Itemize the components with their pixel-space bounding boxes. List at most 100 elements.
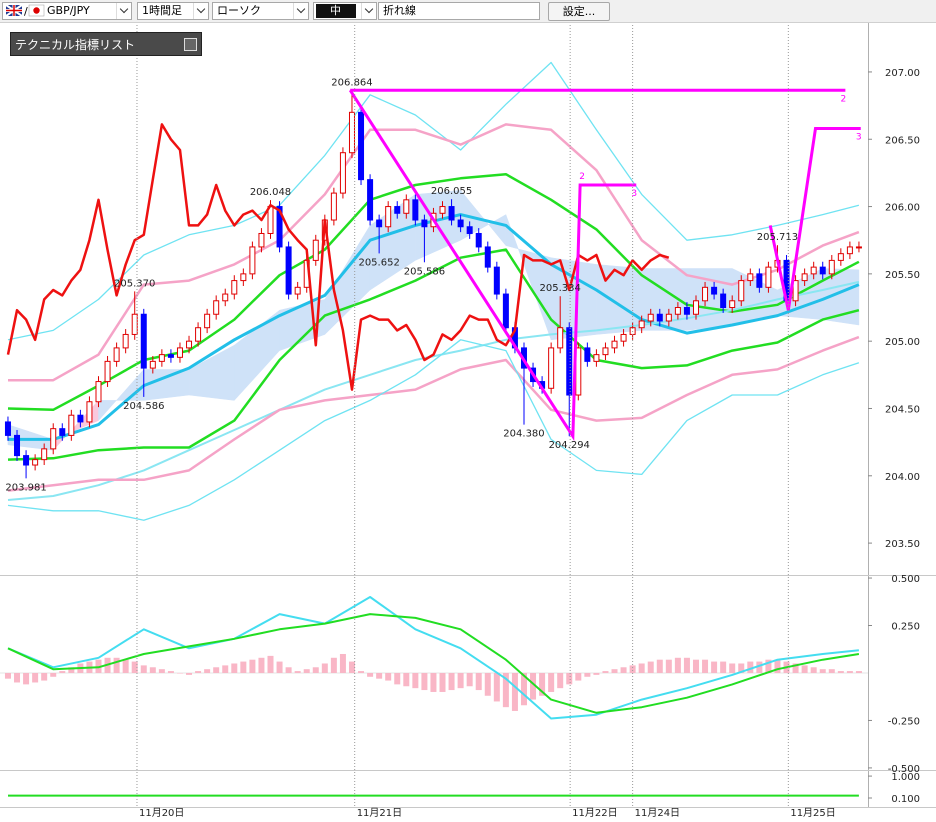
indicator-line	[7, 339, 860, 521]
candle-body	[747, 273, 754, 282]
panel-toggle[interactable]	[184, 38, 197, 51]
candle-body	[149, 360, 156, 369]
histogram-bar	[276, 661, 283, 673]
histogram-bar	[231, 663, 238, 673]
candle-body	[77, 414, 84, 423]
extreme-label: 204.294	[549, 440, 590, 451]
candle-body	[358, 111, 365, 181]
x-tick-label: 11月21日	[357, 807, 402, 819]
histogram-bar	[430, 672, 437, 692]
candle-body	[348, 111, 355, 154]
indicator-list-panel[interactable]: テクニカル指標リスト	[10, 32, 202, 56]
histogram-bar	[222, 665, 229, 673]
histogram-bar	[240, 661, 247, 673]
candle-body	[339, 152, 346, 194]
histogram-bar	[575, 672, 582, 681]
candle-body	[113, 347, 120, 362]
chart-style: ローソク	[217, 4, 261, 17]
histogram-bar	[801, 665, 808, 673]
symbol-select[interactable]: / GBP/JPY	[2, 2, 132, 20]
histogram-bar	[828, 669, 835, 673]
histogram-bar	[620, 667, 627, 673]
histogram-bar	[837, 671, 844, 673]
candle-body	[611, 340, 618, 349]
candle-body	[204, 313, 211, 329]
candle-body	[557, 327, 564, 349]
size-select[interactable]: 中	[313, 2, 377, 20]
candle-body	[448, 206, 455, 221]
settings-label: 設定...	[562, 5, 596, 18]
histogram-bar	[167, 671, 174, 673]
candle-body	[23, 455, 30, 466]
histogram-bar	[339, 653, 346, 673]
candle-body	[195, 327, 202, 342]
candle-body	[475, 232, 482, 248]
drawing-tool: 折れ線	[383, 4, 416, 17]
histogram-bar	[122, 659, 129, 673]
histogram-bar	[665, 659, 672, 673]
candle-body	[167, 354, 174, 358]
candle-body	[439, 206, 446, 214]
x-tick-label: 11月22日	[572, 807, 617, 819]
style-select[interactable]: ローソク	[212, 2, 309, 20]
candle-body	[367, 179, 374, 221]
y-tick-label: 1.000	[891, 772, 920, 783]
histogram-bar	[204, 669, 211, 673]
dropdown-arrow	[361, 3, 376, 19]
y-tick-label: 203.50	[885, 539, 920, 550]
histogram-bar	[258, 657, 265, 673]
settings-button[interactable]: 設定...	[548, 2, 610, 21]
indicator-line	[7, 596, 860, 720]
histogram-bar	[647, 661, 654, 673]
histogram-bar	[539, 672, 546, 696]
extreme-label: 204.586	[123, 401, 164, 412]
indicator-list-title: テクニカル指標リスト	[15, 38, 136, 52]
histogram-bar	[692, 659, 699, 673]
drawing-label: 2	[579, 172, 585, 182]
drawing-label: 3	[856, 132, 862, 142]
candle-body	[312, 239, 319, 261]
timeframe-select[interactable]: 1時間足	[137, 2, 209, 20]
size-highlight	[316, 4, 356, 18]
histogram-bar	[638, 663, 645, 673]
candle-body	[258, 232, 265, 248]
histogram-bar	[213, 667, 220, 673]
histogram-bar	[4, 672, 11, 679]
candle-body	[421, 219, 428, 228]
histogram-bar	[457, 672, 464, 689]
extreme-label: 205.713	[757, 232, 798, 243]
candle-body	[647, 313, 654, 322]
histogram-bar	[303, 669, 310, 673]
histogram-bar	[530, 672, 537, 700]
cloud	[234, 309, 280, 402]
histogram-bar	[321, 663, 328, 673]
candle-body	[186, 340, 193, 349]
histogram-bar	[358, 671, 365, 673]
histogram-bar	[330, 657, 337, 673]
y-tick-label: 206.50	[885, 135, 920, 146]
histogram-bar	[149, 667, 156, 673]
histogram-bar	[249, 659, 256, 673]
trend-drawing	[348, 89, 637, 442]
candle-body	[376, 219, 383, 228]
candle-body	[394, 206, 401, 214]
indicator-line	[7, 61, 860, 341]
candle-body	[86, 401, 93, 423]
candle-body	[131, 313, 138, 335]
histogram-bar	[32, 672, 39, 683]
panel: 1.000 0.100 11月20日 11月21日 11月22日 11月24日 11月25日	[8, 772, 920, 819]
cloud	[460, 189, 507, 247]
trend-drawing	[768, 126, 861, 311]
histogram-bar	[593, 672, 600, 675]
panel: 207.00 206.50 206.00 205.50 205.00 204.50 204.…	[4, 61, 920, 550]
histogram-bar	[756, 661, 763, 673]
histogram-bar	[448, 672, 455, 691]
cloud	[505, 214, 552, 340]
indicator-line	[7, 248, 860, 461]
y-tick-label: 204.00	[885, 472, 920, 483]
histogram-bar	[131, 661, 138, 673]
drawing-tool-select[interactable]: 折れ線	[378, 2, 540, 20]
x-tick-label: 11月25日	[790, 807, 835, 819]
